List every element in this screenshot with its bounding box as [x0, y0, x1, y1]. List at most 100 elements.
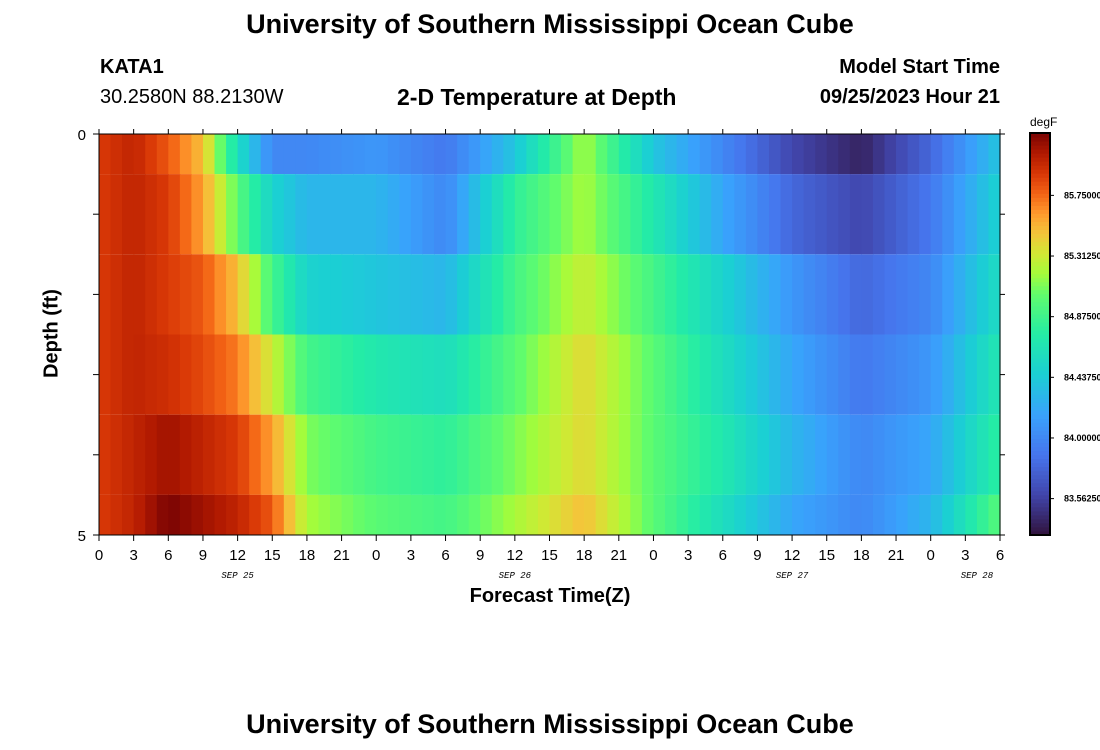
heatmap-cell [283, 254, 296, 335]
heatmap-cell [514, 414, 527, 495]
heatmap-cell [884, 494, 897, 535]
heatmap-cell [341, 494, 354, 535]
heatmap-cell [884, 134, 897, 175]
heatmap-cell [156, 254, 169, 335]
x-tick-label: 21 [610, 547, 627, 564]
heatmap-cell [780, 494, 793, 535]
heatmap-cell [526, 174, 539, 255]
colorbar-segment [1030, 530, 1050, 536]
heatmap-cell [665, 494, 678, 535]
x-axis-label: Forecast Time(Z) [469, 585, 631, 607]
heatmap-cell [410, 494, 424, 535]
heatmap-cell [849, 414, 862, 495]
heatmap-cell [792, 254, 805, 335]
heatmap-cell [919, 254, 932, 335]
heatmap-cell [249, 414, 262, 495]
heatmap-cell [572, 494, 585, 535]
colorbar-segment [1030, 229, 1050, 234]
heatmap-cell [942, 254, 955, 335]
heatmap-cell [318, 174, 331, 255]
heatmap-cell [618, 174, 631, 255]
heatmap-cell [653, 414, 666, 495]
heatmap-cell [896, 334, 909, 415]
heatmap-cell [549, 254, 562, 335]
heatmap-cell [561, 134, 574, 175]
heatmap-cell [930, 494, 943, 535]
heatmap-cell [595, 254, 608, 335]
heatmap-cell [699, 174, 712, 255]
heatmap-cell [745, 334, 759, 415]
heatmap-cell [168, 134, 181, 175]
heatmap-cell [330, 414, 343, 495]
heatmap-cell [861, 414, 874, 495]
heatmap-cell [757, 494, 770, 535]
heatmap-cell [722, 414, 735, 495]
heatmap-cell [491, 174, 504, 255]
heatmap-cell [99, 414, 112, 495]
heatmap-cell [572, 414, 585, 495]
heatmap-cell [792, 494, 805, 535]
heatmap-cell [237, 414, 250, 495]
heatmap-cell [872, 494, 886, 535]
heatmap-cell [202, 174, 216, 255]
colorbar-tick-label: 85.31250 [1064, 251, 1100, 261]
heatmap-cell [133, 174, 146, 255]
heatmap-cell [457, 174, 470, 255]
heatmap-cell [988, 174, 1001, 255]
heatmap-cell [699, 134, 712, 175]
heatmap-cell [653, 334, 666, 415]
heatmap-cell [283, 174, 296, 255]
colorbar-segment [1030, 133, 1050, 138]
heatmap-cell [341, 134, 354, 175]
colorbar-segment [1030, 301, 1050, 307]
x-tick-label: 6 [996, 547, 1004, 564]
colorbar-segment [1030, 382, 1050, 387]
heatmap-cell [179, 134, 193, 175]
heatmap-cell [272, 254, 285, 335]
heatmap-cell [433, 494, 447, 535]
colorbar-segment [1030, 149, 1050, 154]
colorbar-segment [1030, 466, 1050, 472]
heatmap-cell [99, 254, 112, 335]
date-label: SEP 28 [961, 571, 994, 581]
colorbar-segment [1030, 225, 1050, 230]
x-tick-label: 9 [199, 547, 207, 564]
heatmap-cell [907, 494, 920, 535]
heatmap-cell [491, 414, 504, 495]
heatmap-cell [295, 334, 308, 415]
heatmap-cell [191, 174, 204, 255]
heatmap-cell [838, 254, 851, 335]
heatmap-cell [318, 134, 331, 175]
heatmap-cell [168, 334, 181, 415]
heatmap-cell [376, 494, 389, 535]
heatmap-cell [410, 414, 424, 495]
heatmap-cell [191, 254, 204, 335]
heatmap-cell [549, 134, 562, 175]
colorbar-segment [1030, 434, 1050, 440]
heatmap-cell [849, 494, 862, 535]
heatmap-cell [561, 254, 574, 335]
heatmap-cell [318, 494, 331, 535]
heatmap-cell [780, 334, 793, 415]
heatmap-cell [122, 334, 135, 415]
heatmap-cell [249, 494, 262, 535]
heatmap-cell [399, 174, 412, 255]
heatmap-cell [433, 414, 447, 495]
x-tick-label: 12 [229, 547, 246, 564]
heatmap-cell [896, 254, 909, 335]
colorbar-segment [1030, 265, 1050, 271]
heatmap-cell [179, 254, 193, 335]
heatmap-cell [422, 134, 435, 175]
heatmap-cell [318, 334, 331, 415]
heatmap-cell [410, 134, 424, 175]
heatmap-cell [387, 174, 400, 255]
heatmap-cell [99, 174, 112, 255]
x-tick-label: 6 [441, 547, 449, 564]
heatmap-cell [272, 134, 285, 175]
colorbar-segment [1030, 293, 1050, 299]
x-tick-label: 0 [927, 547, 935, 564]
colorbar-segment [1030, 321, 1050, 327]
heatmap-cell [237, 174, 250, 255]
heatmap-cell [353, 254, 366, 335]
